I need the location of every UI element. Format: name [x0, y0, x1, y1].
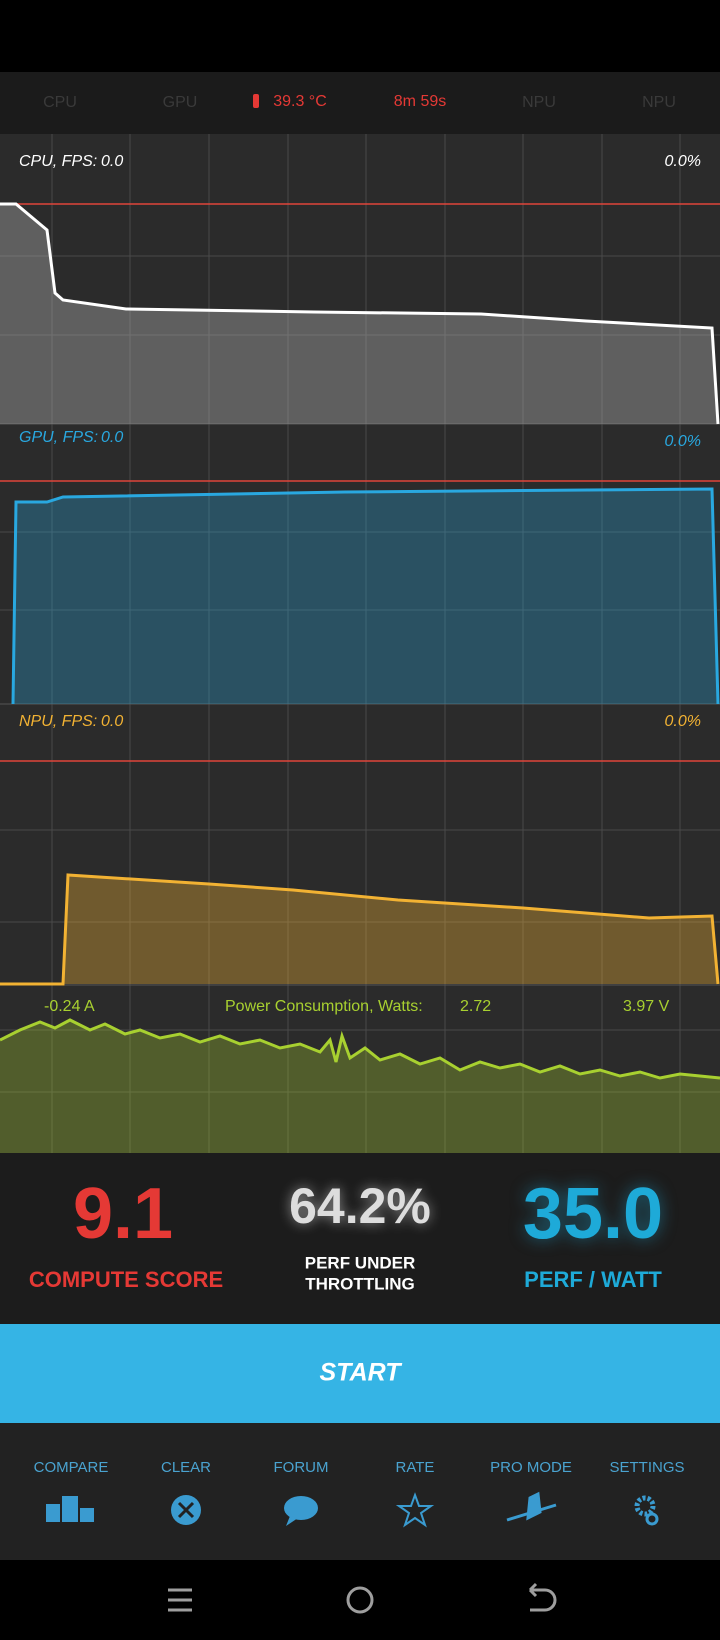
nav-settings[interactable]: SETTINGS	[609, 1459, 685, 1526]
nav-label[interactable]: FORUM	[274, 1459, 329, 1476]
throttling-label: THROTTLING	[305, 1274, 415, 1293]
power-labels: -0.24 A Power Consumption, Watts: 2.72 3…	[44, 998, 670, 1015]
nav-label[interactable]: COMPARE	[34, 1459, 109, 1476]
scores: 9.1 COMPUTE SCORE 64.2% PERF UNDER THROT…	[29, 1174, 663, 1293]
grid	[0, 134, 720, 1153]
compute-score: 9.1	[73, 1174, 173, 1254]
system-status-bar	[0, 0, 720, 72]
status-item: CPU	[43, 94, 77, 111]
nav-label[interactable]: RATE	[396, 1459, 435, 1476]
status-item: GPU	[163, 94, 198, 111]
gpu-area	[13, 489, 718, 704]
throttling-score: 64.2%	[289, 1178, 431, 1234]
panel-percent: 0.0%	[665, 433, 701, 450]
home-button[interactable]	[346, 1586, 374, 1614]
nav-label[interactable]: SETTINGS	[609, 1459, 684, 1476]
perf-watt-label: PERF / WATT	[524, 1267, 662, 1292]
nav-bar	[0, 1423, 720, 1560]
scores-area	[0, 1153, 720, 1324]
power-area	[0, 1020, 720, 1153]
status-item: NPU	[522, 94, 556, 111]
status-items: CPU GPU 39.3 °C 8m 59s NPU NPU	[43, 93, 676, 111]
panel-percent: 0.0%	[665, 153, 701, 170]
nav-forum[interactable]: FORUM	[274, 1459, 329, 1526]
gpu-line	[11, 487, 720, 705]
power-label: Power Consumption, Watts:	[225, 998, 423, 1015]
temperature: 39.3 °C	[273, 93, 327, 110]
start-button-bg[interactable]	[0, 1324, 720, 1423]
system-nav-bar	[0, 1560, 720, 1640]
system-nav-buttons	[168, 1582, 557, 1614]
nav-compare[interactable]: COMPARE	[34, 1459, 109, 1522]
elapsed-time: 8m 59s	[394, 93, 446, 110]
panel-percent: 0.0%	[665, 713, 701, 730]
start-button[interactable]: START	[0, 1324, 720, 1423]
watts: 2.72	[460, 998, 491, 1015]
nav-rate[interactable]: RATE	[396, 1459, 435, 1528]
status-row	[0, 72, 720, 134]
panel-fps: 0.0	[101, 153, 123, 170]
nav-label[interactable]: CLEAR	[161, 1459, 211, 1476]
throttling-label: PERF UNDER	[305, 1253, 416, 1272]
npu-line	[0, 873, 720, 986]
start-label[interactable]: START	[319, 1359, 403, 1387]
nav-items: COMPARE CLEAR FORUM RATE PRO MODE SETTIN…	[34, 1459, 685, 1528]
panel-label: CPU, FPS:	[19, 153, 97, 170]
nav-clear[interactable]: CLEAR	[161, 1459, 211, 1525]
current: -0.24 A	[44, 998, 95, 1015]
panel-label: GPU, FPS:	[19, 429, 98, 446]
nav-pro-mode[interactable]: PRO MODE	[490, 1459, 572, 1522]
panel-label: NPU, FPS:	[19, 713, 97, 730]
perf-watt-score: 35.0	[523, 1174, 663, 1254]
cpu-line	[0, 202, 720, 425]
compute-score-label: COMPUTE SCORE	[29, 1267, 223, 1292]
voltage: 3.97 V	[623, 998, 670, 1015]
panel-fps: 0.0	[101, 429, 123, 446]
thermometer-icon	[253, 94, 259, 108]
panel-labels: CPU, FPS: 0.0 0.0% GPU, FPS: 0.0 0.0% NP…	[19, 153, 701, 730]
graphs-background	[0, 134, 720, 1153]
status-item: NPU	[642, 94, 676, 111]
recent-apps-button[interactable]	[168, 1588, 192, 1612]
back-button[interactable]	[528, 1582, 557, 1612]
npu-area	[63, 875, 718, 984]
nav-label[interactable]: PRO MODE	[490, 1459, 572, 1476]
panel-fps: 0.0	[101, 713, 123, 730]
power-line	[0, 1018, 720, 1080]
